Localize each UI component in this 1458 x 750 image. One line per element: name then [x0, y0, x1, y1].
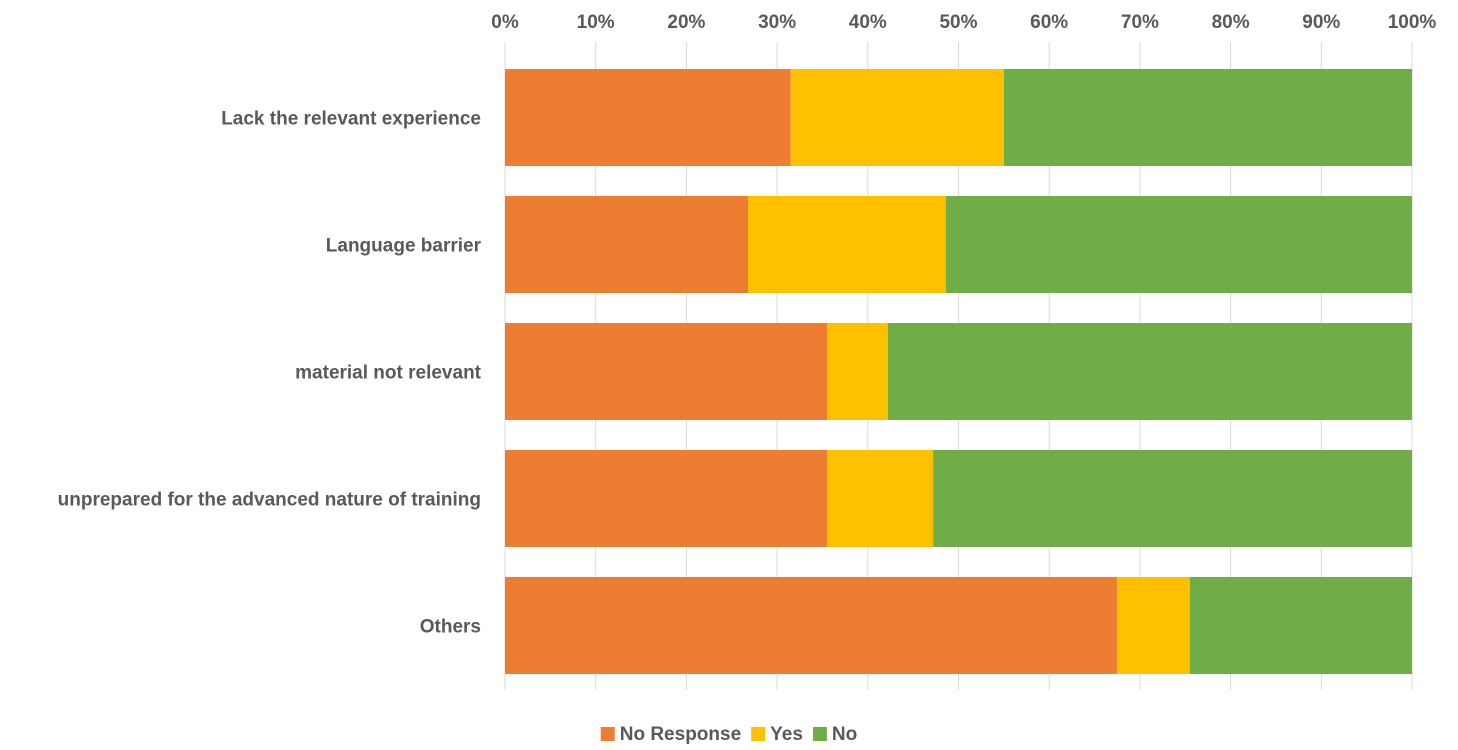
x-tick-label: 50% — [939, 12, 977, 33]
bar-segment-no — [1189, 577, 1412, 674]
legend-swatch — [751, 727, 766, 741]
bar-segment-no-response — [505, 69, 791, 166]
x-tick-label: 70% — [1121, 12, 1159, 33]
x-tick-label: 80% — [1212, 12, 1250, 33]
category-label: Others — [420, 617, 481, 638]
bar-segment-no — [887, 323, 1412, 420]
bars — [505, 69, 1412, 674]
x-axis-tick-labels: 0% 10% 20% 30% 40% 50% 60% 70% 80% 90% 100% — [491, 12, 1436, 33]
category-label: Language barrier — [326, 236, 482, 257]
legend-label: No — [832, 724, 857, 745]
x-tick-label: 90% — [1302, 12, 1340, 33]
legend-swatch — [600, 727, 615, 741]
bar-segment-yes — [748, 196, 946, 293]
bar-segment-no — [945, 196, 1412, 293]
bar-segment-no-response — [505, 450, 827, 547]
bar-segment-no-response — [505, 577, 1118, 674]
bar-segment-yes — [1117, 577, 1190, 674]
bar-segment-no — [1003, 69, 1412, 166]
x-tick-label: 10% — [577, 12, 615, 33]
bar-segment-no — [933, 450, 1412, 547]
legend-label: Yes — [770, 724, 803, 745]
x-tick-label: 100% — [1388, 12, 1437, 33]
legend-label: No Response — [620, 724, 741, 745]
bar-segment-no-response — [505, 323, 827, 420]
bar-segment-yes — [790, 69, 1004, 166]
x-tick-label: 40% — [849, 12, 887, 33]
legend: No Response Yes No — [600, 724, 857, 745]
x-tick-label: 20% — [667, 12, 705, 33]
category-label: Lack the relevant experience — [221, 109, 481, 130]
category-label: unprepared for the advanced nature of tr… — [58, 490, 481, 511]
bar-segment-yes — [826, 450, 934, 547]
category-label: material not relevant — [295, 363, 482, 384]
x-tick-label: 0% — [491, 12, 519, 33]
x-tick-label: 30% — [758, 12, 796, 33]
category-labels: Lack the relevant experience Language bar… — [58, 109, 482, 638]
legend-swatch — [812, 727, 827, 741]
bar-segment-no-response — [505, 196, 749, 293]
bar-segment-yes — [826, 323, 888, 420]
x-tick-label: 60% — [1030, 12, 1068, 33]
